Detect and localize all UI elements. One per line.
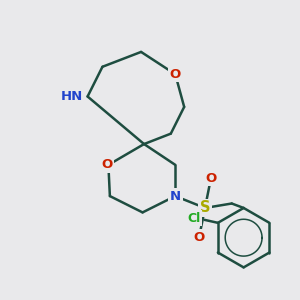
- Text: N: N: [170, 190, 181, 202]
- Text: O: O: [194, 231, 205, 244]
- Text: O: O: [101, 158, 112, 171]
- Text: O: O: [169, 68, 181, 81]
- Text: O: O: [205, 172, 217, 185]
- Text: Cl: Cl: [188, 212, 201, 225]
- Text: HN: HN: [61, 90, 83, 103]
- Text: S: S: [200, 200, 210, 215]
